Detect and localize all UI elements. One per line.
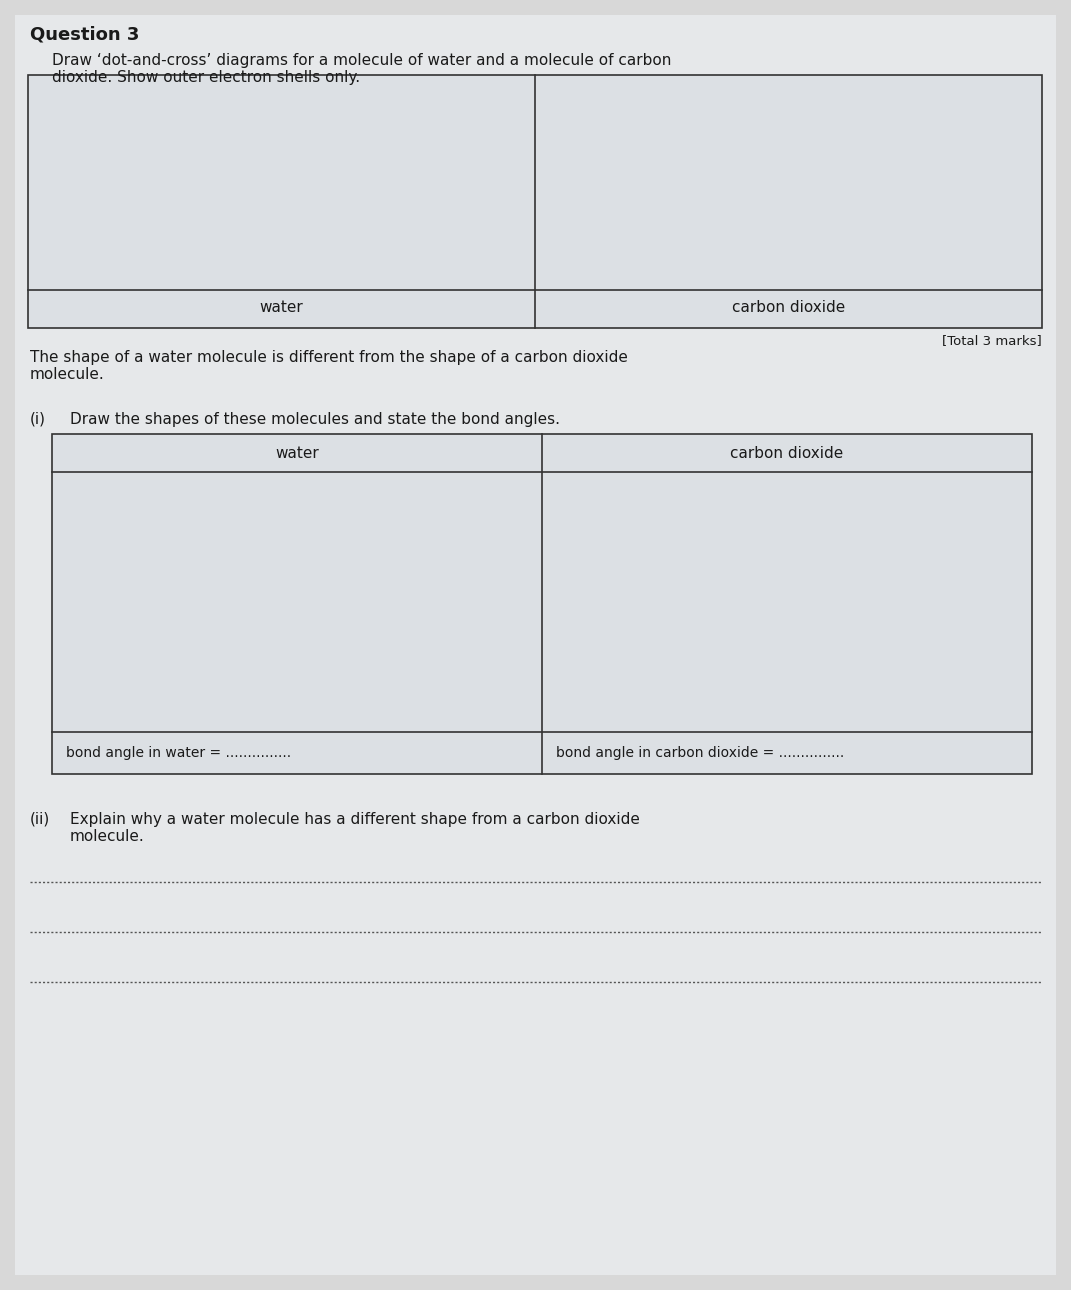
Text: Explain why a water molecule has a different shape from a carbon dioxide
molecul: Explain why a water molecule has a diffe…: [70, 811, 639, 845]
Text: water: water: [259, 301, 303, 316]
Text: Draw ‘dot-and-cross’ diagrams for a molecule of water and a molecule of carbon
d: Draw ‘dot-and-cross’ diagrams for a mole…: [52, 53, 672, 85]
Text: carbon dioxide: carbon dioxide: [731, 301, 845, 316]
Text: (ii): (ii): [30, 811, 50, 827]
Text: bond angle in water = ...............: bond angle in water = ...............: [66, 746, 291, 760]
Bar: [52, 433, 1032, 774]
Bar: [28, 75, 1042, 328]
Text: water: water: [275, 445, 319, 461]
Text: carbon dioxide: carbon dioxide: [730, 445, 844, 461]
Text: (i): (i): [30, 412, 46, 427]
Text: bond angle in carbon dioxide = ...............: bond angle in carbon dioxide = .........…: [556, 746, 844, 760]
Text: Question 3: Question 3: [30, 25, 139, 43]
Text: [Total 3 marks]: [Total 3 marks]: [942, 334, 1042, 347]
Text: The shape of a water molecule is different from the shape of a carbon dioxide
mo: The shape of a water molecule is differe…: [30, 350, 628, 382]
Text: Draw the shapes of these molecules and state the bond angles.: Draw the shapes of these molecules and s…: [70, 412, 560, 427]
